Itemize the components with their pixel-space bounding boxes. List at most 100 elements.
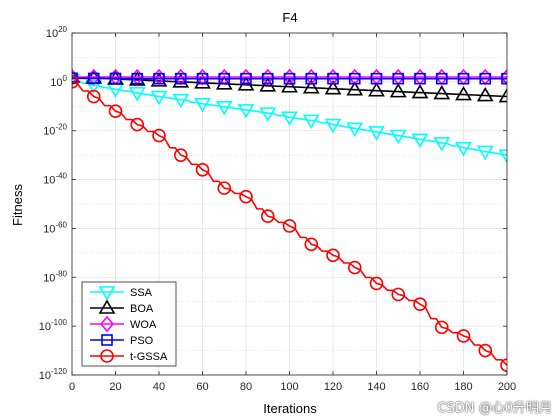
data-point-ssa: [281, 111, 298, 126]
legend-label-woa: WOA: [130, 319, 157, 331]
data-point-boa: [259, 77, 277, 92]
data-point-pso: [283, 72, 296, 85]
legend-label-ssa: SSA: [130, 287, 153, 299]
x-axis-label: Iterations: [263, 401, 317, 416]
data-point-ssa: [455, 142, 472, 157]
data-point-t-gssa: [369, 276, 384, 291]
y-axis-label: Fitness: [10, 184, 25, 226]
data-point-t-gssa: [326, 248, 340, 263]
data-point-t-gssa: [72, 75, 79, 89]
data-point-ssa: [128, 87, 146, 102]
data-point-t-gssa: [239, 189, 253, 204]
y-tick-label: 10-40: [43, 172, 67, 187]
x-tick-label: 0: [69, 381, 75, 393]
data-point-pso: [218, 72, 231, 85]
data-point-pso: [87, 72, 100, 85]
x-tick-label: 20: [109, 381, 121, 393]
x-tick-label: 200: [498, 381, 516, 393]
y-tick-label: 10-80: [43, 269, 67, 284]
data-point-ssa: [346, 122, 364, 137]
data-point-pso: [457, 72, 470, 85]
data-point-ssa: [259, 107, 277, 122]
data-point-ssa: [476, 145, 494, 161]
x-tick-label: 160: [411, 381, 429, 393]
legend-item-boa: BOA: [90, 299, 154, 315]
legend-item-woa: WOA: [90, 315, 157, 333]
data-point-ssa: [85, 79, 103, 95]
data-point-boa: [72, 68, 81, 83]
data-point-pso: [261, 72, 274, 85]
data-point-pso: [327, 72, 339, 85]
series-line-boa: [72, 76, 507, 98]
data-point-t-gssa: [456, 329, 471, 343]
data-point-ssa: [302, 114, 320, 130]
data-point-t-gssa: [304, 237, 319, 252]
data-point-boa: [498, 87, 507, 103]
data-point-t-gssa: [500, 358, 507, 373]
x-tick-label: 140: [367, 381, 385, 393]
data-point-t-gssa: [282, 219, 297, 233]
legend-marker-t-gssa: [100, 349, 114, 363]
data-point-t-gssa: [152, 128, 166, 143]
data-point-pso: [240, 72, 252, 85]
legend-item-t-gssa: t-GSSA: [90, 349, 168, 363]
y-tick-label: 10-60: [43, 220, 67, 235]
data-point-ssa: [411, 133, 429, 148]
legend-item-pso: PSO: [90, 334, 154, 347]
x-tick-label: 100: [280, 381, 298, 393]
data-point-boa: [368, 82, 385, 97]
data-point-boa: [324, 80, 342, 95]
data-point-ssa: [433, 137, 451, 152]
data-point-boa: [411, 84, 429, 99]
data-point-boa: [476, 86, 494, 102]
legend-label-boa: BOA: [130, 303, 154, 315]
data-point-t-gssa: [86, 89, 101, 104]
data-point-ssa: [237, 104, 255, 119]
data-point-ssa: [324, 118, 342, 134]
data-point-boa: [194, 74, 211, 89]
data-point-pso: [109, 72, 122, 85]
data-point-boa: [302, 79, 320, 94]
series-ssa: [72, 73, 507, 164]
data-point-boa: [389, 83, 407, 98]
legend: SSA BOA WOA PSO t-GSSA: [81, 281, 177, 367]
legend-label-t-gssa: t-GSSA: [130, 351, 168, 363]
plot-area: 0 20 40 60 80 100 120 140 160 180 200 1020 100 10-20 1…: [39, 25, 516, 393]
data-point-t-gssa: [217, 181, 232, 195]
data-point-t-gssa: [173, 148, 188, 162]
legend-item-ssa: SSA: [90, 286, 153, 301]
legend-marker-boa: [98, 299, 116, 314]
data-point-ssa: [368, 126, 385, 141]
data-point-pso: [435, 72, 448, 85]
data-point-t-gssa: [413, 297, 427, 311]
data-point-ssa: [389, 129, 407, 145]
data-point-t-gssa: [260, 209, 275, 224]
x-tick-label: 60: [196, 381, 208, 393]
y-tick-label: 100: [50, 74, 67, 89]
data-point-ssa: [498, 149, 507, 164]
series-line-pso: [72, 77, 507, 80]
data-point-boa: [281, 78, 298, 93]
chart-title: F4: [282, 10, 297, 25]
data-point-t-gssa: [130, 117, 145, 132]
y-tick-label: 10-100: [39, 318, 68, 333]
data-point-boa: [455, 85, 472, 101]
y-tick-label: 10-20: [43, 123, 67, 138]
legend-label-pso: PSO: [130, 335, 154, 347]
data-point-pso: [392, 72, 405, 85]
data-point-t-gssa: [478, 343, 493, 358]
x-tick-label: 40: [153, 381, 165, 393]
data-point-pso: [153, 72, 165, 85]
data-point-t-gssa: [347, 260, 362, 275]
data-point-t-gssa: [108, 104, 123, 118]
data-point-ssa: [172, 93, 190, 109]
x-tick-label: 180: [454, 381, 472, 393]
y-tick-label: 1020: [46, 25, 68, 40]
data-point-t-gssa: [195, 163, 210, 177]
data-point-woa: [499, 68, 507, 86]
legend-marker-pso: [101, 334, 113, 346]
data-point-pso: [370, 72, 383, 85]
data-point-pso: [131, 72, 144, 85]
data-point-ssa: [150, 90, 168, 106]
